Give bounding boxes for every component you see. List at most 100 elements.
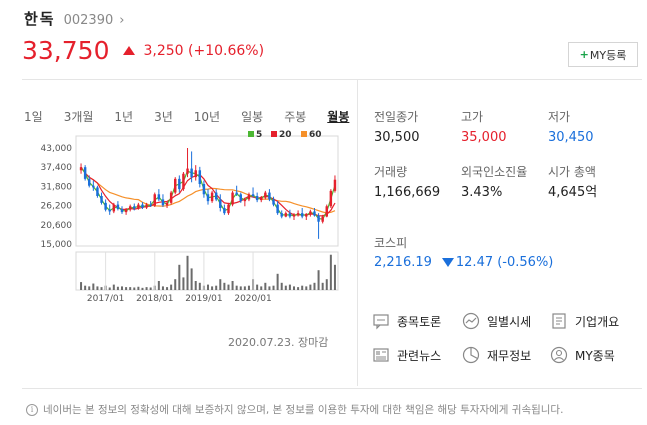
chevron-right-icon[interactable]: › [119, 13, 125, 28]
up-arrow-icon [123, 46, 136, 55]
x-tick-label: 2018/01 [136, 294, 173, 302]
ma-20-line [80, 166, 336, 217]
link-label: 기업개요 [575, 314, 620, 329]
tab-3y[interactable]: 3년 [154, 110, 173, 124]
tab-10y[interactable]: 10년 [193, 110, 221, 124]
kospi-label[interactable]: 코스피 [374, 236, 408, 250]
candle-body [214, 192, 218, 200]
candle-body [325, 206, 328, 217]
link-discussion[interactable]: 종목토론 [372, 312, 441, 330]
volume-bar [182, 277, 185, 290]
stock-name[interactable]: 한독 [24, 10, 56, 28]
tab-weekly[interactable]: 주봉 [284, 110, 307, 124]
link-company-overview[interactable]: 기업개요 [550, 312, 619, 330]
candle-body [292, 214, 296, 217]
candle-body [231, 192, 234, 205]
volume-bar [288, 284, 291, 290]
stat-value: 1,166,669 [374, 185, 441, 200]
tab-1d[interactable]: 1일 [24, 110, 43, 124]
tab-1y[interactable]: 1년 [114, 110, 134, 124]
stat-label: 전일종가 [374, 110, 419, 124]
candle-body [260, 197, 263, 201]
legend-label: 60 [309, 130, 322, 140]
volume-bar [190, 268, 193, 290]
candle-body [276, 204, 279, 214]
candle-body [116, 204, 120, 210]
volume-bar [280, 282, 283, 290]
company-doc-icon [550, 312, 568, 330]
volume-bar [88, 286, 91, 290]
tab-3m[interactable]: 3개월 [63, 110, 94, 124]
candle-body [100, 196, 103, 203]
volume-bar [272, 285, 275, 290]
volume-bar [333, 264, 336, 290]
volume-bar [125, 287, 128, 290]
candle-body [284, 213, 288, 217]
vertical-divider [357, 80, 358, 386]
candle-body [92, 185, 95, 188]
kospi-value: 2,216.19 [374, 255, 432, 270]
volume-bar [207, 284, 209, 290]
volume-bar [268, 286, 271, 290]
stat-value: 4,645억 [548, 185, 598, 200]
info-icon: i [26, 403, 38, 416]
volume-bar [305, 286, 308, 290]
volume-bar [96, 286, 99, 290]
candle-body [202, 184, 206, 195]
tab-monthly[interactable]: 월봉 [327, 110, 350, 124]
add-my-stock-button[interactable]: + MY등록 [568, 42, 638, 67]
legend-swatch [301, 131, 307, 137]
volume-bar [247, 285, 250, 290]
candle-body [165, 202, 169, 206]
candle-body [280, 213, 283, 217]
stock-header[interactable]: 한독 002390 › [24, 8, 124, 29]
candle-body [178, 178, 181, 190]
candle-body [133, 206, 136, 209]
candle-body [83, 167, 87, 179]
footer-divider [22, 388, 642, 389]
stat-low: 저가 30,450 [548, 109, 594, 147]
volume-bar [313, 282, 316, 290]
candle-body [206, 194, 210, 202]
candle-body [305, 213, 308, 217]
candle-body [149, 204, 152, 206]
price-row: 33,750 3,250 (+10.66%) [22, 36, 264, 65]
volume-bar [137, 286, 140, 290]
volume-bar [129, 287, 132, 290]
tab-daily[interactable]: 일봉 [241, 110, 264, 124]
link-financial-info[interactable]: 재무정보 [462, 346, 531, 364]
volume-bar [157, 281, 160, 290]
candle-body [235, 192, 238, 195]
link-label: MY종목 [575, 348, 615, 363]
link-label: 일별시세 [487, 314, 532, 329]
volume-bar [198, 282, 201, 290]
volume-bar [186, 255, 189, 290]
candle-body [288, 213, 292, 217]
candle-body [243, 199, 247, 202]
link-my-stocks[interactable]: MY종목 [550, 346, 615, 364]
stat-label: 고가 [461, 110, 484, 124]
link-daily-price[interactable]: 일별시세 [462, 312, 531, 330]
candle-body [210, 192, 214, 202]
candle-body [296, 213, 300, 215]
y-tick-label: 20,600 [41, 221, 73, 231]
volume-bar [301, 285, 304, 290]
link-related-news[interactable]: 관련뉴스 [372, 346, 441, 364]
candle-body [161, 199, 165, 206]
candle-body [300, 213, 304, 217]
legend-label: 5 [256, 130, 262, 140]
stat-market-cap: 시가 총액 4,645억 [548, 164, 597, 202]
volume-bar [317, 270, 320, 290]
stock-chart[interactable]: 5 20 60 43,000 37,400 31,800 26,200 20,600 15,00… [22, 126, 342, 302]
link-label: 재무정보 [487, 348, 532, 363]
kospi-row[interactable]: 2,216.19 12.47 (-0.56%) [374, 255, 553, 270]
volume-bar [174, 279, 177, 290]
candle-body [251, 194, 255, 196]
candle-body [120, 209, 124, 213]
stat-value: 30,500 [374, 130, 420, 145]
y-tick-label: 31,800 [41, 182, 73, 192]
current-price: 33,750 [22, 36, 110, 65]
volume-bar [329, 254, 332, 290]
volume-bar [92, 283, 95, 290]
volume-bar [145, 287, 148, 290]
